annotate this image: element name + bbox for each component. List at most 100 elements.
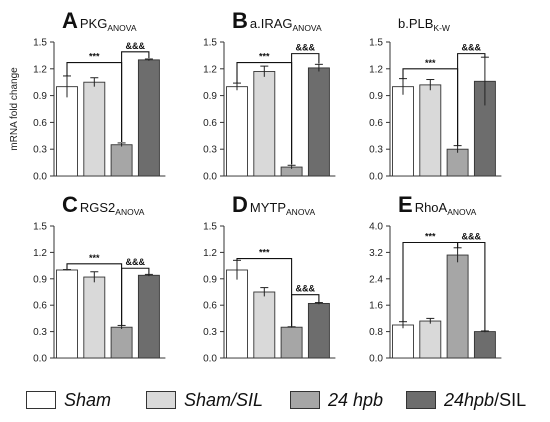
panel-title-subscript: ANOVA bbox=[115, 207, 144, 217]
panel-title-subscript: ANOVA bbox=[447, 207, 476, 217]
y-tick-label: 1.5 bbox=[203, 38, 217, 49]
panel-title-main: b.PLB bbox=[398, 16, 433, 31]
y-tick-label: 0.3 bbox=[33, 327, 47, 338]
legend-label-24hpb-sil-italic: 24hpb bbox=[444, 389, 495, 410]
bar-sham_sil bbox=[419, 320, 442, 359]
panel-title-subscript: K-W bbox=[433, 23, 450, 33]
bar-sham bbox=[392, 324, 414, 359]
chart-panel: 0.0 0.8 1.6 2.4 3.2 4.0 *** &&& E RhoAANOVA bbox=[369, 192, 502, 365]
y-tick-label: 0.9 bbox=[203, 274, 217, 285]
legend: Sham Sham/SIL 24 hpb 24hpb/SIL bbox=[0, 384, 550, 418]
y-tick-label: 0.8 bbox=[369, 327, 383, 338]
bar-hpb24 bbox=[446, 254, 469, 359]
panel-title: C RGS2ANOVA bbox=[62, 192, 145, 217]
panel-letter: D bbox=[232, 192, 248, 217]
panel-title-main: RGS2 bbox=[80, 200, 115, 215]
panel-title: D MYTPANOVA bbox=[232, 192, 315, 217]
panel-letter: A bbox=[62, 8, 78, 33]
bar-sham bbox=[226, 86, 248, 177]
panel-letter: B bbox=[232, 8, 248, 33]
y-tick-label: 2.4 bbox=[369, 274, 383, 285]
chart-panel: 0.0 0.3 0.6 0.9 1.2 1.5 mRNA fold change *** &&&… bbox=[9, 8, 166, 183]
panel-title-main: a.IRAG bbox=[250, 16, 293, 31]
bar-sham bbox=[392, 86, 414, 177]
y-tick-label: 0.3 bbox=[203, 327, 217, 338]
chart-panel: 0.0 0.3 0.6 0.9 1.2 1.5 *** &&& b.PLBK-W bbox=[369, 16, 502, 183]
bar-hpb24 bbox=[446, 148, 469, 177]
significance-bracket bbox=[457, 53, 486, 146]
y-tick-label: 0.6 bbox=[203, 118, 217, 129]
panel-title: A PKGANOVA bbox=[62, 8, 137, 33]
significance-label: &&& bbox=[296, 284, 316, 294]
significance-bracket bbox=[121, 267, 150, 326]
figure-canvas: 0.0 0.3 0.6 0.9 1.2 1.5 mRNA fold change *** &&&… bbox=[9, 8, 502, 365]
y-axis-label: mRNA fold change bbox=[9, 67, 20, 151]
bar-sham bbox=[56, 269, 78, 359]
y-tick-label: 0.9 bbox=[33, 91, 47, 102]
legend-swatch-24hpb bbox=[290, 391, 320, 409]
bar-hpb24_sil bbox=[137, 59, 160, 177]
significance-bracket bbox=[121, 51, 150, 143]
y-tick-label: 0.9 bbox=[33, 274, 47, 285]
y-tick-label: 0.3 bbox=[33, 145, 47, 156]
y-tick-label: 0.9 bbox=[369, 91, 383, 102]
legend-label-sham-sil: Sham/SIL bbox=[184, 389, 264, 410]
significance-label: &&& bbox=[296, 43, 316, 53]
legend-item-sham-sil: Sham/SIL bbox=[146, 388, 263, 412]
y-tick-label: 0.0 bbox=[33, 172, 47, 183]
chart-panel: 0.0 0.3 0.6 0.9 1.2 1.5 *** &&& B a.IRAGANOVA bbox=[203, 8, 336, 183]
panel-letter: C bbox=[62, 192, 78, 217]
significance-label: *** bbox=[425, 232, 436, 242]
y-tick-label: 0.3 bbox=[369, 145, 383, 156]
bar-hpb24 bbox=[110, 144, 133, 177]
y-tick-label: 1.5 bbox=[33, 38, 47, 49]
panel-title-main: MYTP bbox=[250, 200, 286, 215]
significance-label: *** bbox=[89, 253, 100, 263]
panel-title-subscript: ANOVA bbox=[293, 23, 322, 33]
significance-bracket bbox=[457, 241, 486, 331]
y-tick-label: 1.6 bbox=[369, 301, 383, 312]
legend-item-24hpb: 24 hpb bbox=[290, 388, 383, 412]
significance-bracket bbox=[291, 53, 320, 165]
chart-panel: 0.0 0.3 0.6 0.9 1.2 1.5 *** &&& D MYTPANOVA bbox=[203, 192, 336, 365]
y-tick-label: 1.2 bbox=[203, 248, 217, 259]
y-tick-label: 0.6 bbox=[203, 301, 217, 312]
bar-sham bbox=[56, 86, 78, 177]
legend-label-24hpb-sil: 24hpb/SIL bbox=[444, 390, 526, 411]
panel-title-subscript: ANOVA bbox=[107, 23, 136, 33]
panel-title: b.PLBK-W bbox=[398, 16, 450, 33]
y-tick-label: 0.0 bbox=[33, 354, 47, 365]
legend-swatch-24hpb-sil bbox=[406, 391, 436, 409]
y-tick-label: 0.3 bbox=[203, 145, 217, 156]
legend-label-24hpb: 24 hpb bbox=[328, 389, 384, 410]
significance-label: *** bbox=[89, 52, 100, 62]
bar-hpb24_sil bbox=[137, 274, 160, 359]
bar-sham_sil bbox=[83, 276, 106, 359]
y-tick-label: 0.6 bbox=[33, 118, 47, 129]
significance-label: *** bbox=[259, 52, 270, 62]
bar-sham_sil bbox=[83, 81, 106, 177]
panel-title: E RhoAANOVA bbox=[398, 192, 477, 217]
legend-item-sham: Sham bbox=[26, 388, 111, 412]
bar-hpb24 bbox=[280, 326, 303, 359]
legend-swatch-sham bbox=[26, 391, 56, 409]
legend-item-24hpb-sil: 24hpb/SIL bbox=[406, 388, 526, 412]
significance-label: &&& bbox=[462, 43, 482, 53]
bar-hpb24_sil bbox=[307, 302, 330, 359]
y-tick-label: 0.9 bbox=[203, 91, 217, 102]
significance-bracket bbox=[291, 294, 320, 327]
bar-hpb24_sil bbox=[473, 331, 496, 359]
y-tick-label: 1.2 bbox=[369, 64, 383, 75]
y-tick-label: 1.5 bbox=[369, 38, 383, 49]
bar-hpb24 bbox=[110, 326, 133, 359]
y-tick-label: 1.5 bbox=[33, 222, 47, 233]
y-tick-label: 0.0 bbox=[369, 354, 383, 365]
bar-hpb24_sil bbox=[307, 67, 330, 177]
panel-letter: E bbox=[398, 192, 413, 217]
significance-bracket bbox=[236, 258, 293, 327]
legend-label-24hpb-sil-plain: /SIL bbox=[494, 389, 527, 410]
significance-label: *** bbox=[259, 248, 270, 258]
panel-title-main: PKG bbox=[80, 16, 107, 31]
panel-title-main: RhoA bbox=[415, 200, 448, 215]
